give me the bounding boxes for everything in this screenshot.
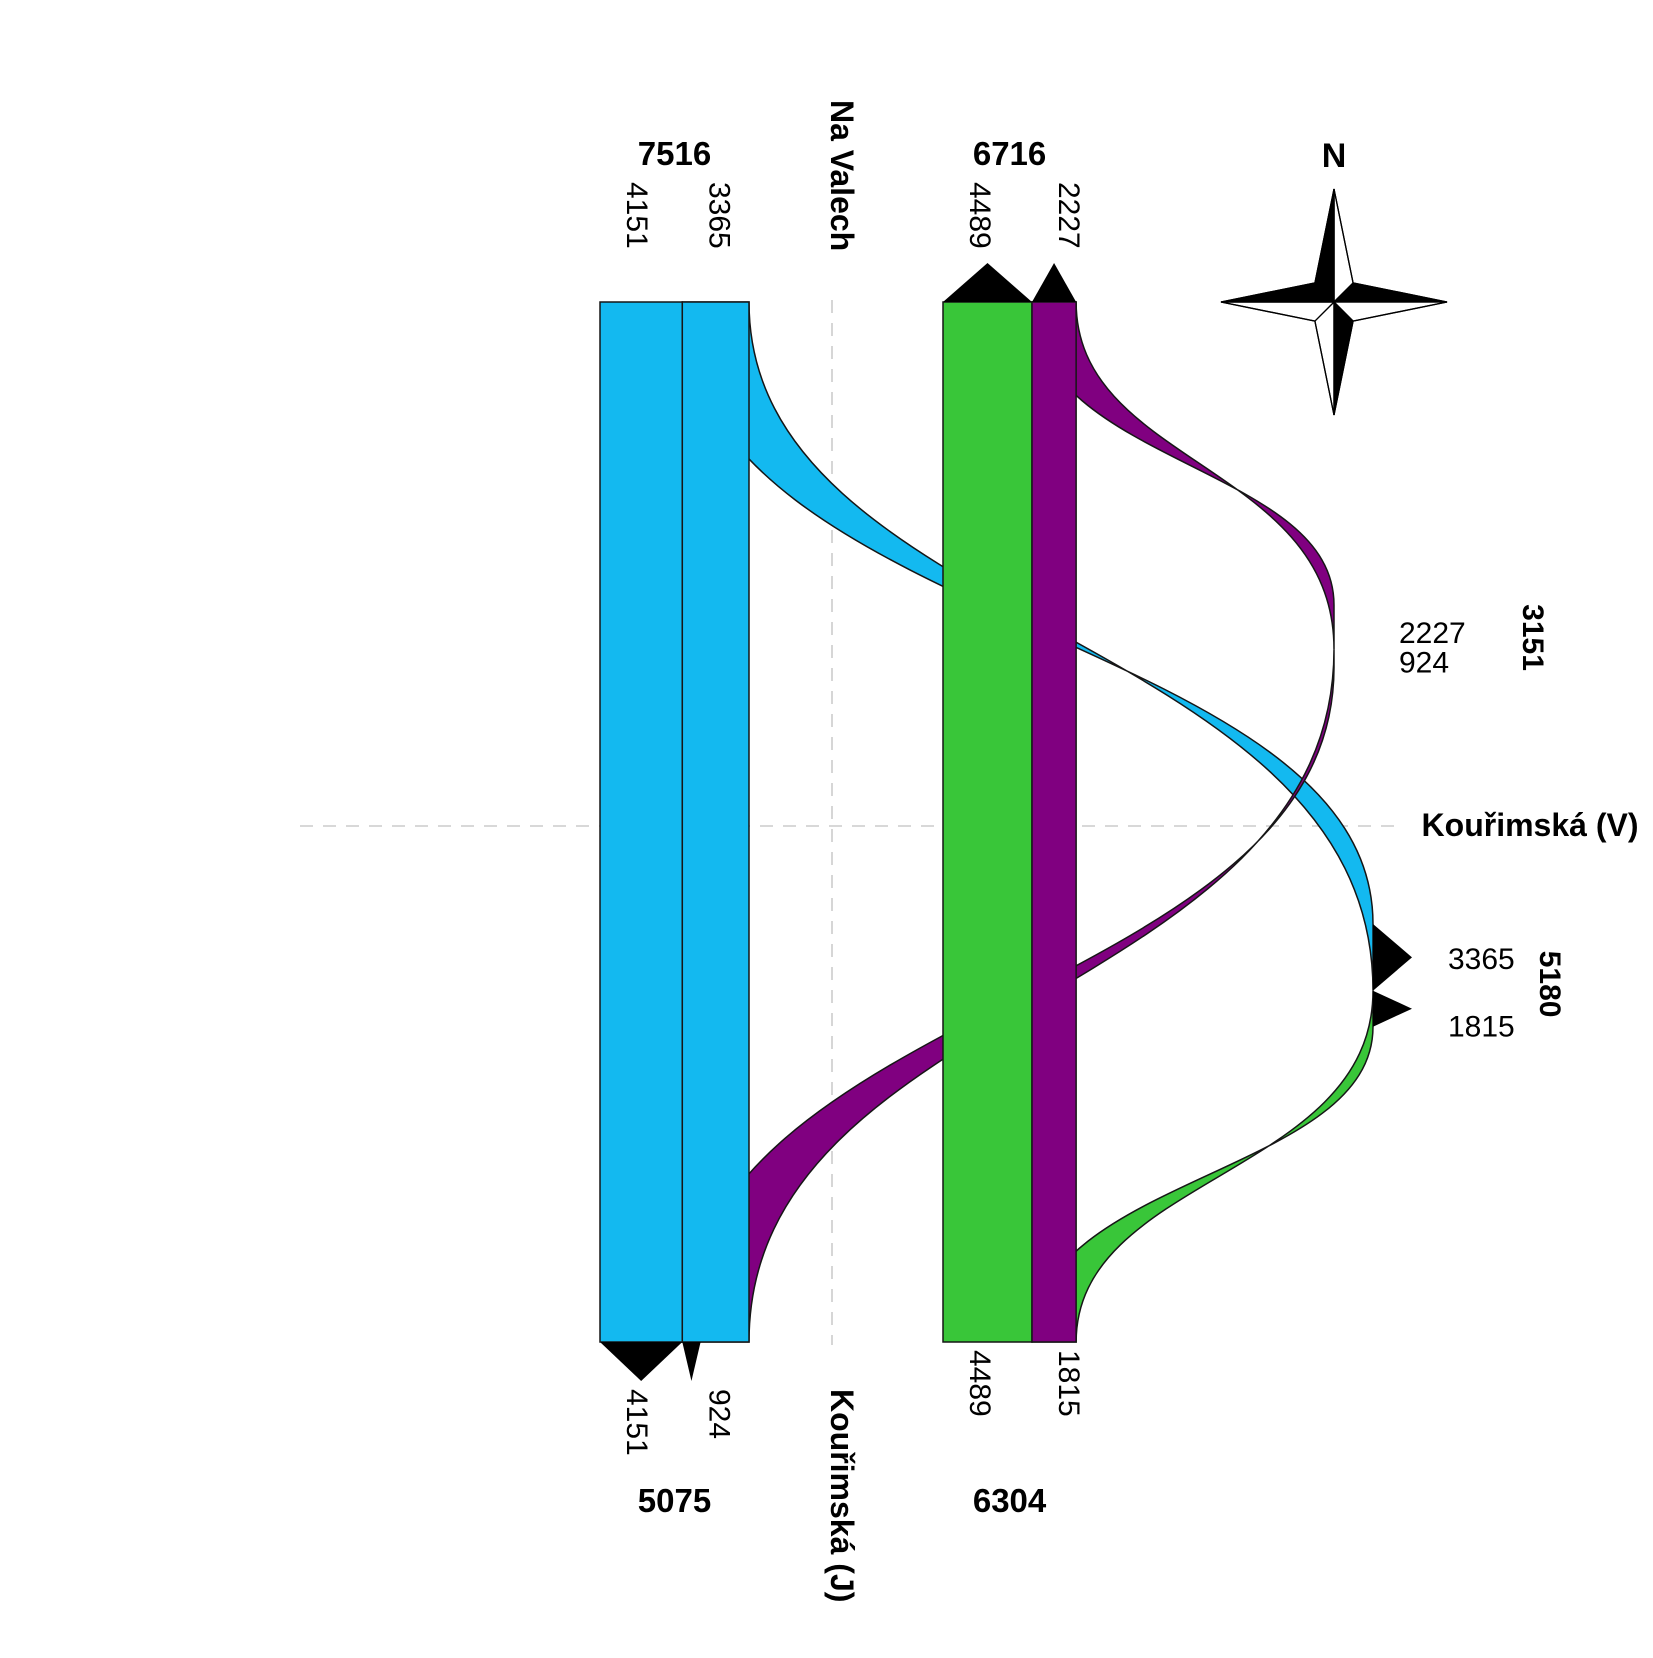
svg-text:4151: 4151 xyxy=(620,182,653,249)
svg-text:6716: 6716 xyxy=(973,135,1046,172)
svg-text:Kouřimská (V): Kouřimská (V) xyxy=(1422,807,1639,843)
svg-text:5180: 5180 xyxy=(1533,951,1566,1018)
svg-text:4151: 4151 xyxy=(620,1389,653,1456)
svg-text:5075: 5075 xyxy=(638,1482,711,1519)
svg-text:924: 924 xyxy=(702,1389,735,1439)
svg-text:924: 924 xyxy=(1399,646,1449,679)
svg-text:Kouřimská (J): Kouřimská (J) xyxy=(824,1389,860,1602)
svg-text:3365: 3365 xyxy=(702,182,735,249)
svg-text:1815: 1815 xyxy=(1448,1011,1515,1044)
svg-text:2227: 2227 xyxy=(1399,617,1466,650)
svg-text:4489: 4489 xyxy=(963,1350,996,1417)
svg-text:N: N xyxy=(1322,137,1347,175)
svg-text:1815: 1815 xyxy=(1052,1350,1085,1417)
svg-text:7516: 7516 xyxy=(638,135,711,172)
svg-text:2227: 2227 xyxy=(1052,182,1085,249)
svg-text:Na Valech: Na Valech xyxy=(824,100,860,251)
svg-text:4489: 4489 xyxy=(963,182,996,249)
svg-text:3151: 3151 xyxy=(1516,604,1549,671)
svg-text:6304: 6304 xyxy=(973,1482,1047,1519)
svg-text:3365: 3365 xyxy=(1448,943,1515,976)
